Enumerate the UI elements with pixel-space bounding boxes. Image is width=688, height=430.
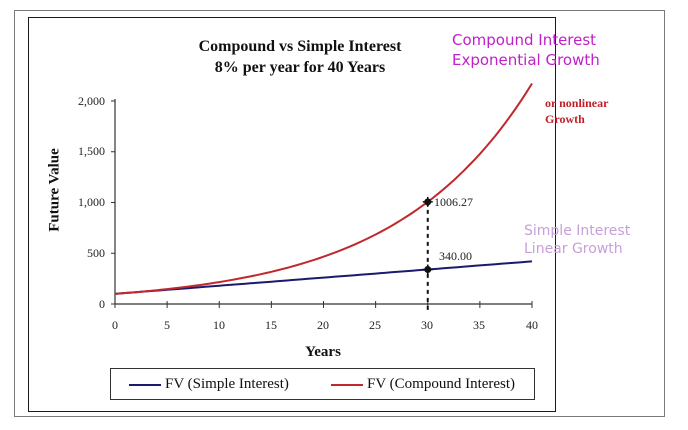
annotation-compound: Compound Interest Exponential Growth <box>452 31 600 69</box>
legend-item-simple: FV (Simple Interest) <box>129 376 289 393</box>
simple-interest-line <box>114 260 533 295</box>
compound-interest-line <box>114 82 533 295</box>
x-tick-label: 15 <box>265 318 277 332</box>
chart-frame <box>28 17 556 412</box>
y-tick-label: 1,500 <box>78 144 105 158</box>
chart-title: Compound vs Simple Interest 8% per year … <box>150 36 450 78</box>
title-line-2: 8% per year for 40 Years <box>214 59 386 76</box>
y-tick-label: 0 <box>99 297 105 311</box>
legend-swatch-compound <box>331 383 363 386</box>
x-tick-label: 30 <box>421 318 433 332</box>
x-tick-label: 10 <box>213 318 225 332</box>
x-axis-label: Years <box>305 344 341 360</box>
x-tick-label: 40 <box>526 318 538 332</box>
markers <box>422 196 433 310</box>
title-line-1: Compound vs Simple Interest <box>198 38 402 55</box>
annotation-simple: Simple Interest Linear Growth <box>524 223 631 257</box>
data-label-simple: 340.00 <box>439 249 472 263</box>
y-axis-label: Future Value <box>46 148 63 232</box>
annotation-nonlinear: or nonlinear Growth <box>545 96 609 126</box>
y-tick-label: 1,000 <box>78 195 105 209</box>
legend-swatch-simple <box>129 383 161 386</box>
legend-item-compound: FV (Compound Interest) <box>331 376 515 393</box>
legend: FV (Simple Interest) FV (Compound Intere… <box>110 368 535 400</box>
data-label-compound: 1006.27 <box>434 195 473 209</box>
x-tick-label: 35 <box>473 318 485 332</box>
y-tick-label: 500 <box>87 246 105 260</box>
x-tick-label: 5 <box>164 318 170 332</box>
outer-frame <box>14 10 665 417</box>
x-tick-label: 0 <box>112 318 118 332</box>
series-lines <box>114 82 533 295</box>
y-tick-label: 2,000 <box>78 94 105 108</box>
x-tick-label: 25 <box>369 318 381 332</box>
axes <box>111 99 533 308</box>
x-tick-label: 20 <box>317 318 329 332</box>
